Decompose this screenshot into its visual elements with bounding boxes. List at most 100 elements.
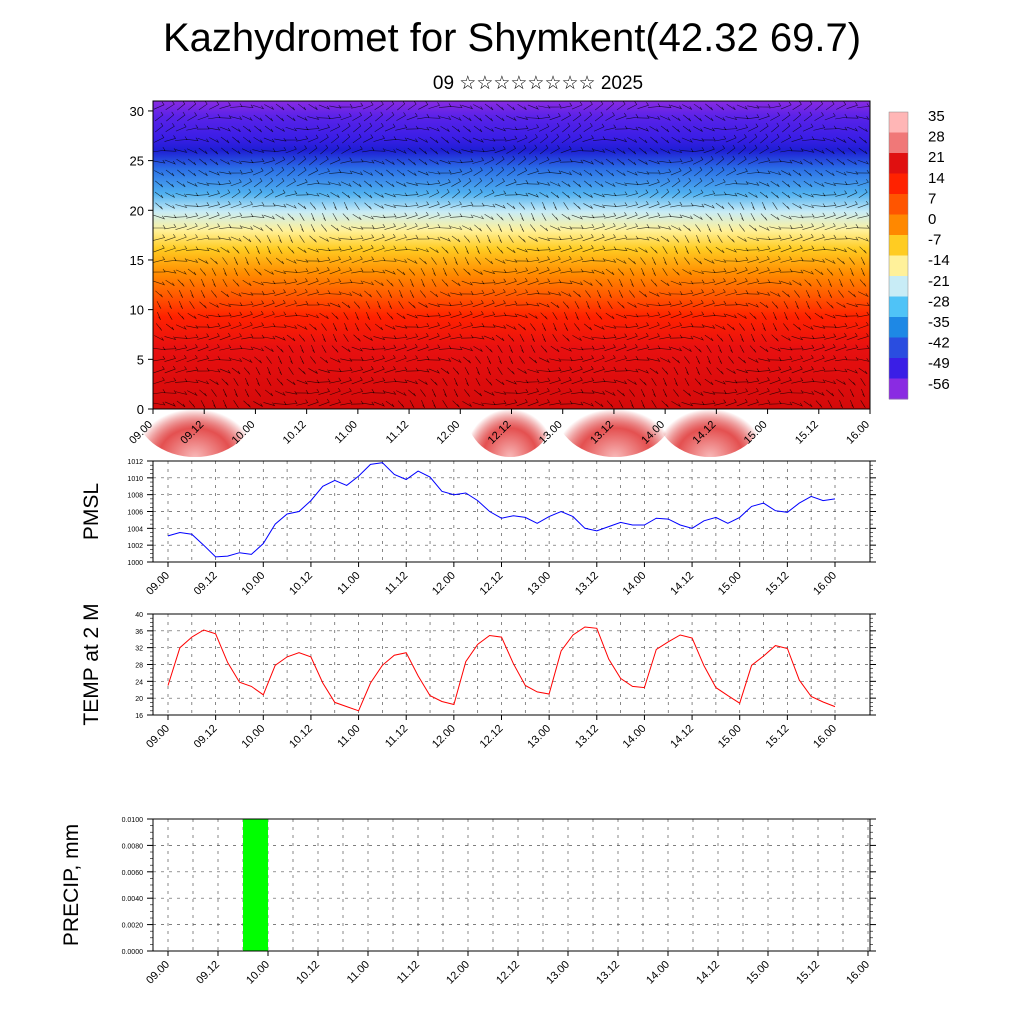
wind-barb (704, 378, 714, 386)
wind-barb (439, 236, 451, 242)
wind-barb (372, 390, 386, 394)
wind-barb (300, 345, 304, 354)
wind-barb (560, 235, 573, 240)
wind-barb (835, 248, 848, 253)
wind-barb (328, 291, 342, 295)
wind-barb (362, 214, 375, 220)
wind-barb (483, 335, 495, 341)
wind-barb (428, 201, 440, 209)
wind-barb (460, 334, 474, 339)
wind-barb (398, 279, 404, 287)
wind-barb (373, 377, 386, 384)
wind-barb (309, 235, 317, 243)
wind-barb (582, 365, 594, 374)
wind-barb (374, 123, 384, 133)
wind-barb (241, 115, 253, 122)
wind-barb (615, 182, 628, 187)
wind-barb (362, 280, 375, 286)
wind-barb (395, 325, 408, 329)
wind-barb (846, 180, 859, 186)
wind-barb (372, 148, 386, 152)
wind-barb (573, 290, 581, 298)
wind-barb (297, 145, 307, 154)
wind-barb (165, 169, 175, 177)
wind-barb (406, 333, 419, 340)
wind-barb (252, 104, 265, 110)
x-tick-label: 15.12 (793, 419, 821, 447)
wind-barb (758, 292, 771, 296)
wind-barb (648, 159, 661, 165)
wind-barb (582, 223, 595, 230)
wind-barb (849, 279, 855, 287)
wind-barb (659, 301, 672, 306)
wind-barb (562, 122, 571, 133)
wind-barb (849, 257, 855, 265)
wind-barb (648, 291, 660, 298)
wind-barb (419, 257, 427, 265)
wind-barb (816, 301, 822, 309)
wind-barb (683, 114, 692, 122)
wind-barb (695, 246, 701, 254)
wind-barb (407, 100, 417, 111)
wind-barb (694, 345, 702, 353)
wind-barb (626, 368, 639, 373)
wind-barb (549, 399, 562, 406)
wind-barb (264, 189, 274, 199)
wind-barb (274, 203, 287, 208)
wind-barb (725, 379, 738, 384)
wind-barb (318, 192, 330, 198)
wind-barb (515, 257, 529, 262)
x-tick-label: 10.12 (294, 959, 322, 987)
wind-barb (739, 202, 745, 210)
wind-barb (593, 204, 606, 209)
wind-barb (520, 213, 524, 222)
colorbar-swatch (889, 378, 908, 400)
wind-barb (494, 126, 507, 132)
wind-barb (527, 369, 540, 374)
wind-barb (747, 182, 760, 186)
wind-barb (769, 346, 781, 352)
wind-barb (581, 390, 595, 394)
wind-barb (318, 124, 331, 131)
wind-barb (274, 270, 287, 275)
wind-barb (541, 213, 547, 221)
wind-barb (541, 334, 547, 342)
wind-barb (212, 279, 216, 288)
wind-barb (571, 244, 583, 253)
wind-barb (857, 159, 870, 165)
wind-barb (637, 126, 649, 132)
wind-barb (791, 365, 803, 374)
wind-barb (406, 313, 419, 319)
wind-barb (780, 244, 792, 253)
wind-barb (560, 255, 572, 264)
wind-barb (735, 180, 749, 185)
wind-barb (661, 367, 669, 375)
wind-barb (571, 234, 584, 241)
wind-barb (256, 246, 260, 255)
x-tick-label: 14.12 (668, 723, 696, 751)
wind-barb (682, 167, 692, 176)
wind-barb (670, 322, 683, 329)
wind-barb (816, 279, 822, 287)
wind-barb (242, 136, 252, 144)
wind-barb (175, 269, 187, 275)
wind-barb (571, 389, 584, 395)
wind-barb (473, 125, 483, 133)
wind-barb (659, 357, 671, 364)
wind-barb (626, 126, 639, 131)
wind-barb (505, 300, 518, 307)
wind-barb (858, 367, 868, 375)
wind-barb (726, 368, 736, 374)
wind-barb (737, 236, 747, 242)
colorbar-label: 28 (928, 129, 945, 146)
wind-barb (792, 169, 802, 177)
wind-barb (659, 311, 671, 318)
wind-barb (383, 258, 397, 262)
wind-barb (395, 354, 407, 363)
wind-barb (219, 332, 231, 341)
wind-barb (153, 101, 165, 110)
wind-barb (781, 111, 791, 122)
wind-barb (615, 247, 628, 251)
wind-barb (405, 125, 419, 130)
wind-barb (737, 134, 747, 143)
